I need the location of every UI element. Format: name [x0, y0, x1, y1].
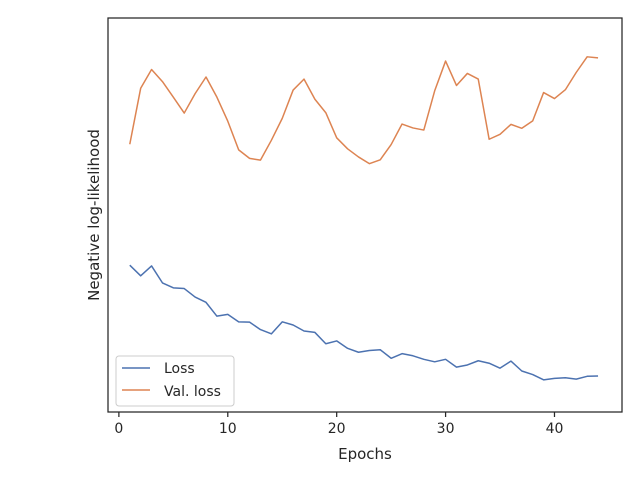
- y-axis-label: Negative log-likelihood: [85, 129, 103, 301]
- legend-label-val-loss: Val. loss: [164, 384, 221, 400]
- x-tick-label: 30: [437, 421, 455, 437]
- series-layer: [129, 56, 599, 381]
- legend: Loss Val. loss: [115, 355, 235, 407]
- x-tick-label: 0: [114, 421, 123, 437]
- x-axis-ticks: 0 10 20 30 40: [114, 412, 563, 437]
- x-tick-label: 10: [219, 421, 237, 437]
- x-tick-label: 40: [546, 421, 564, 437]
- series-line-loss: [129, 264, 599, 381]
- x-tick-label: 20: [328, 421, 346, 437]
- plot-area-frame: [107, 17, 623, 413]
- x-axis-label: Epochs: [338, 445, 392, 463]
- legend-label-loss: Loss: [164, 361, 195, 377]
- series-line-val-loss: [129, 56, 599, 165]
